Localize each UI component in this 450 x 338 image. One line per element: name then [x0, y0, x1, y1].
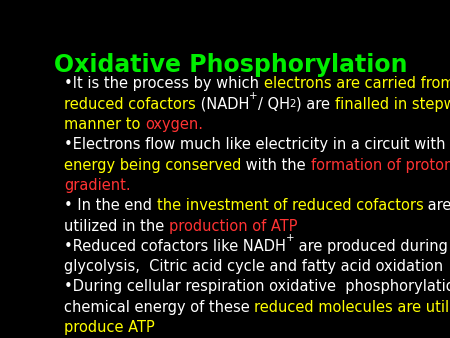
Text: Oxidative Phosphorylation: Oxidative Phosphorylation: [54, 53, 407, 77]
Text: ) are: ) are: [296, 97, 335, 112]
Text: energy being conserved: energy being conserved: [64, 158, 241, 173]
Text: (NADH: (NADH: [196, 97, 249, 112]
Text: 2: 2: [290, 99, 296, 110]
Text: reduced cofactors: reduced cofactors: [64, 97, 196, 112]
Text: production of ATP: production of ATP: [169, 219, 297, 234]
Text: +: +: [286, 233, 294, 243]
Text: gradient.: gradient.: [64, 178, 130, 193]
Text: finalled in stepwise: finalled in stepwise: [335, 97, 450, 112]
Text: • In the end: • In the end: [64, 198, 157, 213]
Text: are: are: [423, 198, 450, 213]
Text: •It is the process by which: •It is the process by which: [64, 76, 264, 92]
Text: utilized in the: utilized in the: [64, 219, 169, 234]
Text: / QH: / QH: [258, 97, 290, 112]
Text: manner to: manner to: [64, 117, 145, 132]
Text: glycolysis,  Citric acid cycle and fatty acid oxidation: glycolysis, Citric acid cycle and fatty …: [64, 259, 443, 274]
Text: •During cellular respiration oxidative  phosphorylation: •During cellular respiration oxidative p…: [64, 280, 450, 294]
Text: are produced during: are produced during: [294, 239, 448, 254]
Text: electrons are carried from: electrons are carried from: [264, 76, 450, 92]
Text: •Reduced cofactors like NADH: •Reduced cofactors like NADH: [64, 239, 286, 254]
Text: with the: with the: [241, 158, 310, 173]
Text: formation of proton: formation of proton: [310, 158, 450, 173]
Text: reduced molecules are utilized to: reduced molecules are utilized to: [254, 300, 450, 315]
Text: +: +: [249, 91, 258, 101]
Text: chemical energy of these: chemical energy of these: [64, 300, 254, 315]
Text: -: -: [267, 335, 270, 338]
Text: oxygen.: oxygen.: [145, 117, 203, 132]
Text: •Electrons flow much like electricity in a circuit with: •Electrons flow much like electricity in…: [64, 137, 450, 152]
Text: produce ATP: produce ATP: [64, 320, 155, 335]
Text: the investment of reduced cofactors: the investment of reduced cofactors: [157, 198, 423, 213]
